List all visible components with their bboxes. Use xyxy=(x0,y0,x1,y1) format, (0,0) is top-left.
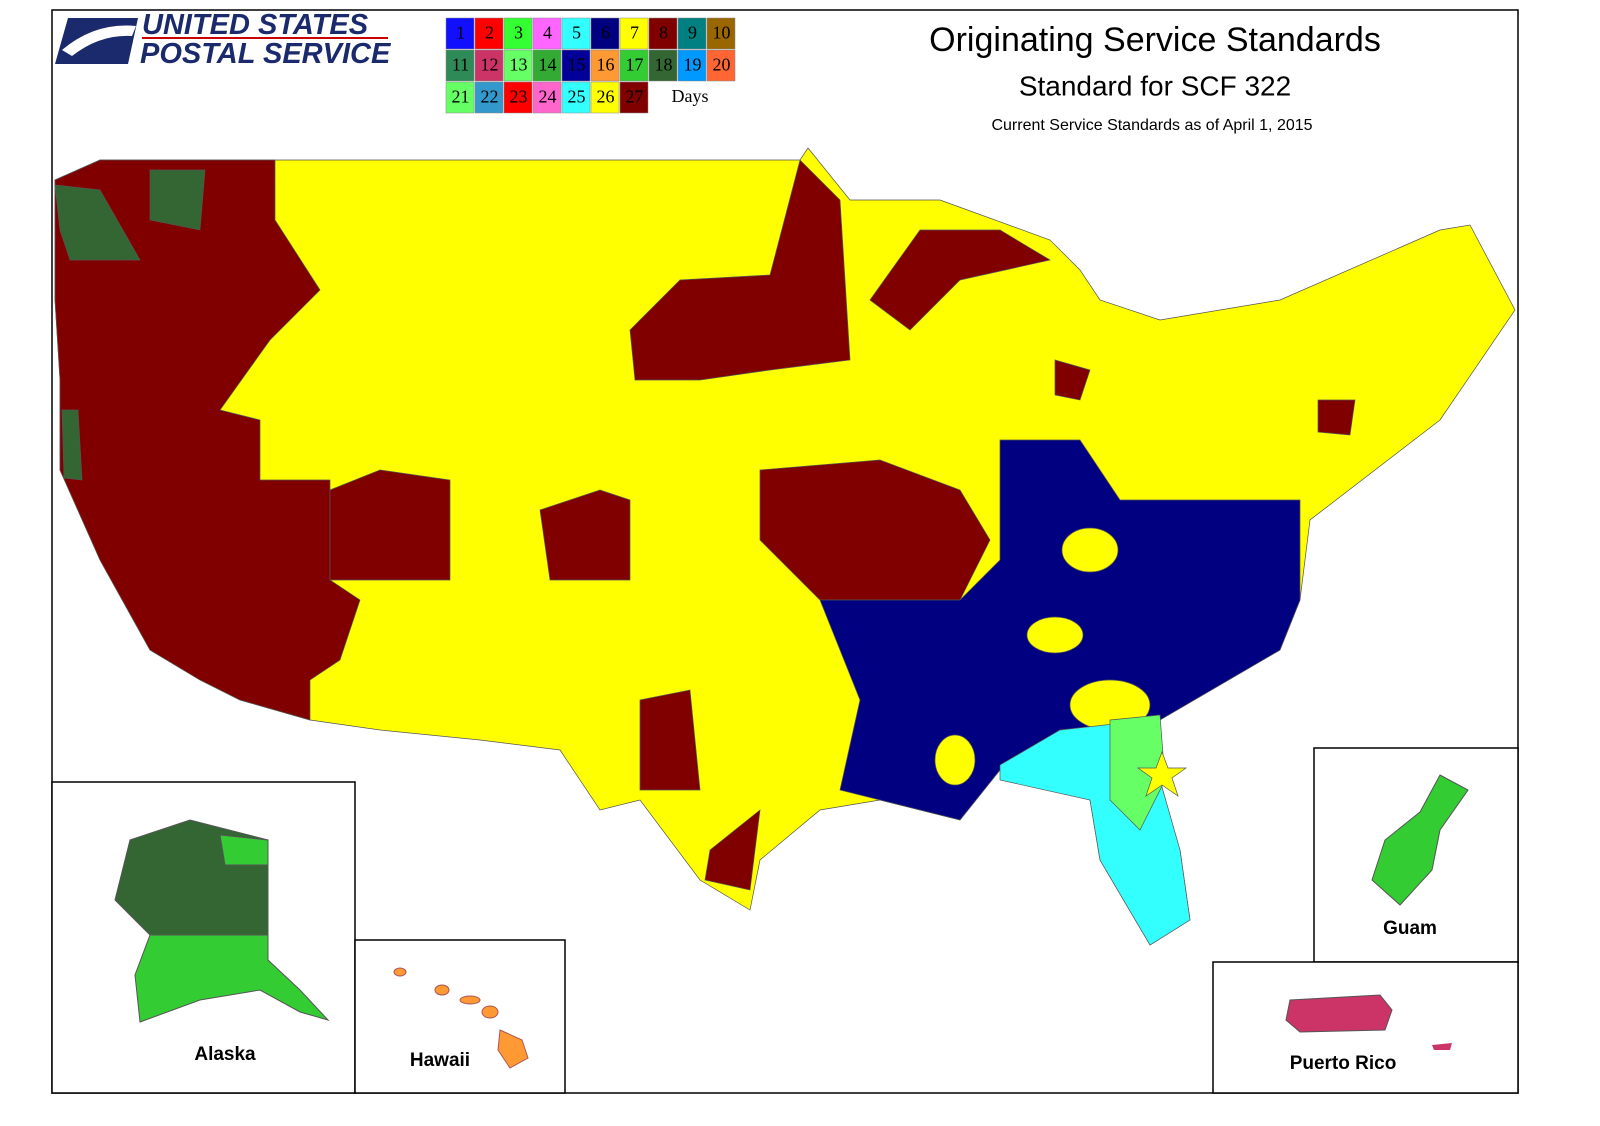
region-8-day xyxy=(639,689,701,791)
region-8-day xyxy=(539,489,631,581)
legend-swatch xyxy=(619,81,649,114)
guam-shape xyxy=(1371,774,1469,906)
legend-label: 16 xyxy=(597,55,615,75)
legend-swatch xyxy=(648,49,678,82)
legend-swatch xyxy=(561,17,591,50)
legend-swatch xyxy=(474,81,504,114)
legend-label: 25 xyxy=(568,87,586,107)
legend-label: 8 xyxy=(659,23,668,43)
legend-swatch xyxy=(619,17,649,50)
legend-label: 6 xyxy=(601,23,610,43)
logo-text: POSTAL SERVICE xyxy=(140,38,392,70)
island xyxy=(393,967,407,977)
legend-label: 21 xyxy=(452,87,470,107)
legend-label: 27 xyxy=(626,87,644,107)
legend-label: 20 xyxy=(713,55,731,75)
us-map xyxy=(54,147,1516,946)
legend-swatch xyxy=(445,49,475,82)
legend-swatch xyxy=(619,49,649,82)
region-7-day xyxy=(934,734,976,786)
legend-label: 14 xyxy=(539,55,557,75)
inset-label: Guam xyxy=(1383,918,1437,939)
legend-swatch xyxy=(474,17,504,50)
legend-swatch xyxy=(706,17,736,50)
island xyxy=(459,995,481,1005)
legend-label: 10 xyxy=(713,23,731,43)
island xyxy=(481,1005,499,1019)
logo-eagle xyxy=(62,25,136,56)
inset-label: Puerto Rico xyxy=(1290,1053,1397,1074)
legend-swatch xyxy=(532,49,562,82)
legend-label: 12 xyxy=(481,55,499,75)
region-8-day xyxy=(759,459,991,601)
region-8-day xyxy=(329,469,451,581)
legend-label: 5 xyxy=(572,23,581,43)
legend-label: 17 xyxy=(626,55,644,75)
region-8-day xyxy=(1054,359,1091,401)
title: Originating Service Standards xyxy=(929,21,1381,59)
region-18-day xyxy=(61,409,83,481)
legend-label: 9 xyxy=(688,23,697,43)
legend-swatch xyxy=(445,81,475,114)
alaska-region xyxy=(219,834,269,866)
puerto-rico-shape xyxy=(1432,1043,1452,1050)
legend-label: 23 xyxy=(510,87,528,107)
legend-label: 1 xyxy=(456,23,465,43)
island xyxy=(434,984,450,996)
legend-label: 13 xyxy=(510,55,528,75)
logo-text: UNITED STATES xyxy=(142,9,369,41)
legend-label: 26 xyxy=(597,87,615,107)
alaska-region xyxy=(134,934,330,1023)
region-8-day xyxy=(704,809,761,891)
region-3-day xyxy=(1109,714,1166,831)
legend-label: 4 xyxy=(543,23,552,43)
legend-swatch xyxy=(503,49,533,82)
legend-swatch xyxy=(561,49,591,82)
legend-swatch xyxy=(677,17,707,50)
legend-swatch xyxy=(590,17,620,50)
usps-logo: UNITED STATES POSTAL SERVICE xyxy=(55,9,392,70)
inset-box xyxy=(354,939,566,1094)
region-7-day xyxy=(1026,616,1084,654)
legend-swatch xyxy=(474,49,504,82)
region-8-day xyxy=(54,159,361,721)
legend-label: 19 xyxy=(684,55,702,75)
legend-swatch xyxy=(590,81,620,114)
subtitle: Standard for SCF 322 xyxy=(1019,70,1291,101)
legend-label: 24 xyxy=(539,87,557,107)
region-18-day xyxy=(54,184,141,261)
legend-label: 22 xyxy=(481,87,499,107)
legend-swatch xyxy=(532,81,562,114)
legend-label: 7 xyxy=(630,23,639,43)
region-8-day xyxy=(1317,399,1356,436)
legend-swatch xyxy=(503,81,533,114)
legend-swatch xyxy=(561,81,591,114)
inset-label: Alaska xyxy=(194,1044,256,1065)
hawaii-islands xyxy=(393,967,529,1069)
origin-star xyxy=(1136,751,1188,797)
legend-swatch xyxy=(532,17,562,50)
legend-swatch xyxy=(677,49,707,82)
legend-swatch xyxy=(706,49,736,82)
legend-swatch xyxy=(503,17,533,50)
note: Current Service Standards as of April 1,… xyxy=(991,117,1312,134)
legend-swatch xyxy=(590,49,620,82)
legend-label: 15 xyxy=(568,55,586,75)
legend-label: 11 xyxy=(452,55,469,75)
legend-label: 3 xyxy=(514,23,523,43)
region-18-day xyxy=(149,169,206,231)
inset-label: Hawaii xyxy=(410,1050,470,1071)
legend-label: 18 xyxy=(655,55,673,75)
island xyxy=(497,1029,529,1069)
legend-label: 2 xyxy=(485,23,494,43)
legend-unit: Days xyxy=(672,86,709,106)
puerto-rico-shape xyxy=(1285,994,1393,1033)
region-8-day xyxy=(629,159,851,381)
region-8-day xyxy=(869,229,1051,331)
region-7-day xyxy=(1061,527,1119,573)
legend-swatch xyxy=(445,17,475,50)
legend-swatch xyxy=(648,17,678,50)
